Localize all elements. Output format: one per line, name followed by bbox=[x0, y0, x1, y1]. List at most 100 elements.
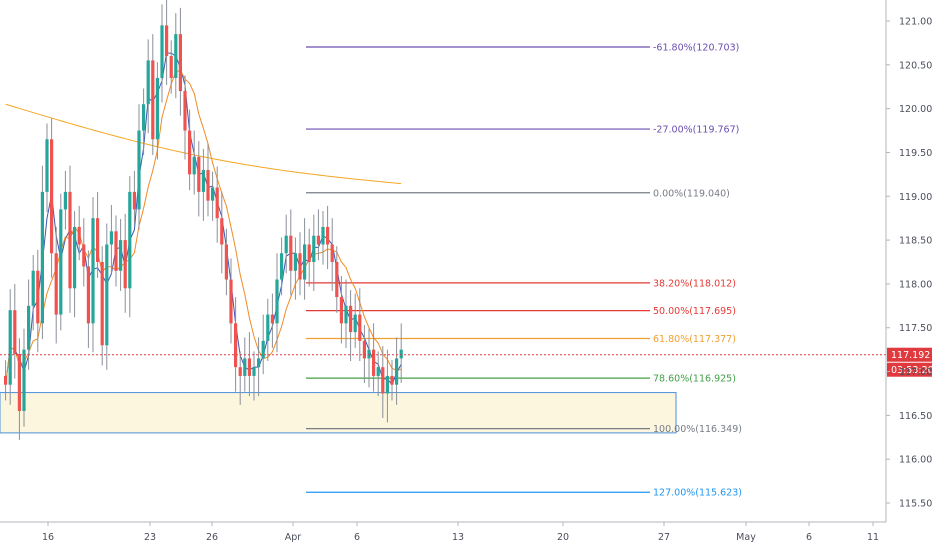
candle-body bbox=[252, 367, 256, 376]
fib-label: 100.00%(116.349) bbox=[653, 424, 742, 435]
candle-body bbox=[22, 349, 26, 411]
candle-body bbox=[151, 60, 155, 140]
candle-body bbox=[316, 235, 320, 245]
y-tick-label: 115.500 bbox=[899, 499, 932, 510]
candle-body bbox=[238, 367, 242, 376]
candle-body bbox=[31, 270, 35, 306]
fib-label: 38.20%(118.012) bbox=[653, 278, 736, 289]
candle-body bbox=[330, 244, 334, 262]
candle-body bbox=[119, 240, 123, 271]
x-tick-label: 20 bbox=[557, 532, 569, 543]
candle-body bbox=[82, 244, 86, 267]
candle-body bbox=[280, 253, 284, 280]
candle-body bbox=[91, 218, 95, 324]
candle-body bbox=[114, 231, 118, 271]
candle-body bbox=[36, 270, 40, 324]
candle-body bbox=[8, 310, 12, 385]
candle-body bbox=[335, 262, 339, 298]
x-tick-label: 27 bbox=[658, 532, 670, 543]
candle-body bbox=[155, 77, 159, 140]
y-tick-label: 120.500 bbox=[899, 60, 932, 71]
candle-body bbox=[367, 349, 371, 359]
y-tick-label: 118.500 bbox=[899, 236, 932, 247]
candle-body bbox=[321, 226, 325, 245]
candle-body bbox=[197, 156, 201, 192]
candle-body bbox=[17, 354, 21, 411]
candle-body bbox=[353, 314, 357, 333]
price-badge-label: 117.192 bbox=[891, 350, 930, 361]
candle-body bbox=[86, 266, 90, 324]
candle-body bbox=[385, 375, 389, 394]
candle-body bbox=[183, 91, 187, 131]
x-tick-label: 23 bbox=[144, 532, 156, 543]
candle-body bbox=[372, 349, 376, 376]
fib-label: 127.00%(115.623) bbox=[653, 488, 742, 499]
candle-body bbox=[192, 156, 196, 175]
candle-body bbox=[395, 358, 399, 385]
fib-label: 50.00%(117.695) bbox=[653, 306, 736, 317]
candle-body bbox=[381, 367, 385, 394]
fib-label: 61.80%(117.377) bbox=[653, 334, 736, 345]
candle-body bbox=[293, 253, 297, 271]
candle-body bbox=[312, 235, 316, 262]
candle-body bbox=[68, 191, 72, 289]
candle-body bbox=[399, 349, 403, 359]
candle-body bbox=[215, 187, 219, 219]
candle-body bbox=[257, 358, 261, 368]
x-tick-label: 26 bbox=[206, 532, 218, 543]
candle-body bbox=[45, 139, 49, 192]
candle-body bbox=[13, 310, 17, 355]
y-tick-label: 121.000 bbox=[899, 17, 932, 28]
candle-body bbox=[142, 104, 146, 131]
candle-body bbox=[224, 244, 228, 280]
y-tick-label: 117.000 bbox=[899, 367, 932, 378]
candle-body bbox=[137, 130, 141, 210]
y-tick-label: 119.500 bbox=[899, 148, 932, 159]
candle-body bbox=[390, 375, 394, 385]
candle-body bbox=[165, 25, 169, 57]
x-tick-label: 6 bbox=[806, 532, 812, 543]
candle-body bbox=[362, 340, 366, 359]
candle-body bbox=[358, 314, 362, 341]
y-tick-label: 116.000 bbox=[899, 455, 932, 466]
candle-body bbox=[326, 226, 330, 245]
candle-body bbox=[109, 231, 113, 245]
candle-body bbox=[344, 305, 348, 324]
candle-body bbox=[243, 358, 247, 376]
candle-body bbox=[128, 191, 132, 289]
timer-badge-label: 03:53:20 bbox=[891, 365, 932, 376]
candle-body bbox=[229, 279, 233, 324]
candle-body bbox=[261, 340, 265, 359]
y-tick-label: 117.500 bbox=[899, 323, 932, 334]
price-badge bbox=[887, 347, 932, 362]
candle-body bbox=[270, 314, 274, 324]
candle-body bbox=[160, 25, 164, 78]
candle-body bbox=[105, 244, 109, 346]
x-tick-label: May bbox=[736, 532, 756, 543]
demand-zone bbox=[0, 392, 677, 434]
candle-body bbox=[77, 226, 81, 245]
candle-body bbox=[54, 253, 58, 315]
candle-body bbox=[96, 218, 100, 262]
y-tick-label: 116.500 bbox=[899, 411, 932, 422]
candle-body bbox=[27, 305, 31, 350]
x-tick-label: 13 bbox=[452, 532, 464, 543]
candle-body bbox=[63, 191, 67, 210]
candle-body bbox=[349, 305, 353, 333]
candle-body bbox=[73, 226, 77, 289]
candle-body bbox=[146, 60, 150, 105]
x-tick-label: 11 bbox=[867, 532, 879, 543]
candle-body bbox=[50, 139, 54, 254]
candle-body bbox=[247, 358, 251, 376]
y-tick-label: 120.000 bbox=[899, 104, 932, 115]
candle-body bbox=[174, 34, 178, 78]
x-tick-label: 6 bbox=[354, 532, 360, 543]
candle-body bbox=[298, 253, 302, 280]
fib-label: 0.00%(119.040) bbox=[653, 188, 730, 199]
candle-body bbox=[339, 297, 343, 324]
candle-body bbox=[59, 209, 63, 315]
candle-body bbox=[178, 34, 182, 92]
candle-body bbox=[211, 187, 215, 201]
